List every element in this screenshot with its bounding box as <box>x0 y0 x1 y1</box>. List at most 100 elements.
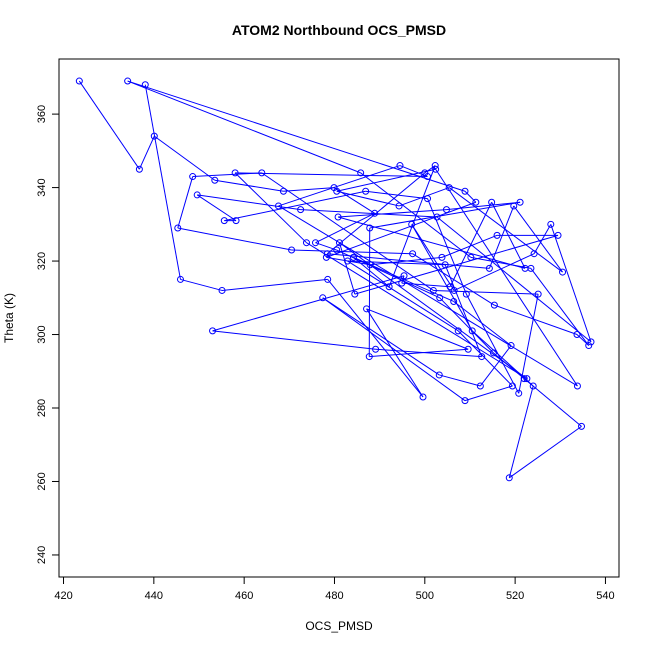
series-segment <box>465 293 520 394</box>
series-segment <box>326 172 426 255</box>
series-segment <box>338 209 447 218</box>
series-segment <box>177 176 194 229</box>
series-segment <box>444 264 483 357</box>
x-tick-label: 460 <box>235 590 253 602</box>
data-point <box>176 275 184 283</box>
series-segment <box>234 172 307 244</box>
data-point <box>507 342 515 350</box>
series-segment <box>212 275 405 332</box>
data-point <box>489 349 497 357</box>
series-segment <box>446 201 521 211</box>
data-point <box>510 202 518 210</box>
data-point <box>529 382 537 390</box>
x-tick-label: 500 <box>416 590 434 602</box>
series-segment <box>177 227 292 251</box>
series-segment <box>214 179 284 192</box>
data-point <box>467 253 475 261</box>
series-segment <box>127 80 361 174</box>
data-point <box>357 169 365 177</box>
x-axis: 420 440 460 480 500 520 540 <box>54 577 615 602</box>
y-tick-label: 280 <box>36 399 48 417</box>
data-point <box>349 253 357 261</box>
data-point <box>472 198 480 206</box>
series-segment <box>306 242 528 380</box>
data-point <box>587 338 595 346</box>
series-segment <box>439 374 481 387</box>
series-segment <box>449 202 493 287</box>
series-segment <box>488 205 515 269</box>
y-tick-label: 340 <box>36 178 48 196</box>
data-point <box>220 217 228 225</box>
data-point <box>490 301 498 309</box>
series-segment <box>127 80 466 192</box>
series-segment <box>261 172 434 291</box>
plot-frame <box>58 58 620 578</box>
data-point <box>75 77 83 85</box>
data-point <box>333 246 341 254</box>
series-segment <box>523 378 582 427</box>
data-point <box>135 165 143 173</box>
series-segment <box>508 425 582 479</box>
data-point <box>547 220 555 228</box>
y-tick-label: 360 <box>36 105 48 123</box>
series-segment <box>401 282 451 288</box>
data-point <box>366 224 374 232</box>
data-point <box>433 213 441 221</box>
data-point <box>396 162 404 170</box>
data-point <box>363 305 371 313</box>
series-segment <box>78 80 140 170</box>
data-point <box>461 397 469 405</box>
data-point <box>488 198 496 206</box>
series-segment <box>433 289 539 295</box>
data-point <box>344 257 352 265</box>
data-point <box>464 345 472 353</box>
series-segment <box>338 242 356 295</box>
data-point <box>274 202 282 210</box>
data-point <box>302 239 310 247</box>
series-segment <box>436 216 592 343</box>
data-point <box>442 206 450 214</box>
data-point <box>523 375 531 383</box>
data-point <box>174 224 182 232</box>
data-point <box>450 297 458 305</box>
series-segment <box>494 304 578 336</box>
x-tick-label: 440 <box>145 590 163 602</box>
series-segment <box>365 190 428 200</box>
series-segment <box>144 84 181 280</box>
data-point <box>585 342 593 350</box>
data-point <box>516 198 524 206</box>
data-point <box>371 209 379 217</box>
data-point <box>366 261 374 269</box>
data-point <box>324 275 332 283</box>
data-point <box>150 132 158 140</box>
data-point <box>435 371 443 379</box>
data-point <box>334 213 342 221</box>
series-segment <box>235 172 428 178</box>
data-point <box>436 294 444 302</box>
data-point <box>573 331 581 339</box>
data-point <box>476 382 484 390</box>
data-point <box>288 246 296 254</box>
data-point <box>432 165 440 173</box>
series-segment <box>479 345 512 387</box>
series-segment <box>411 224 473 332</box>
data-point <box>211 176 219 184</box>
data-point <box>493 231 501 239</box>
data-point <box>409 250 417 258</box>
data-point <box>485 264 493 272</box>
series-segment <box>337 216 526 269</box>
data-point <box>400 272 408 280</box>
series-segment <box>197 194 301 211</box>
data-point <box>297 206 305 214</box>
data-point <box>424 195 432 203</box>
data-point <box>468 327 476 335</box>
series-segment <box>322 297 440 376</box>
data-point <box>559 268 567 276</box>
series-segment <box>347 260 446 266</box>
series-segment <box>326 201 477 258</box>
data-point <box>372 345 380 353</box>
y-tick-label: 300 <box>36 325 48 343</box>
data-point <box>534 290 542 298</box>
series-segment <box>212 330 376 350</box>
data-point <box>312 239 320 247</box>
